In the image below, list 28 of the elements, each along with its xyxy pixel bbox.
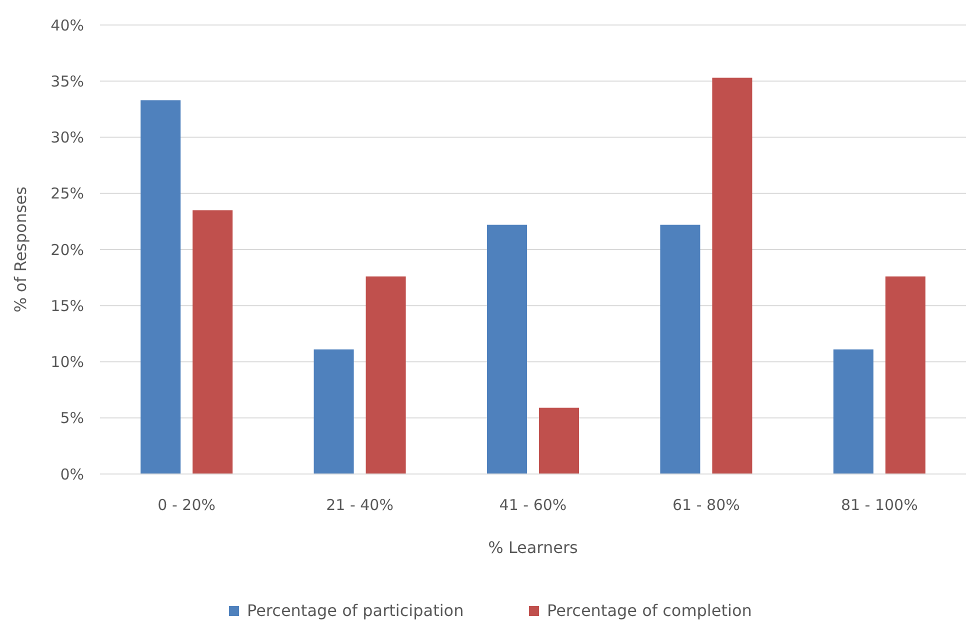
legend-label: Percentage of participation [247, 601, 464, 620]
x-tick-label: 81 - 100% [840, 496, 918, 514]
y-tick-label: 35% [50, 72, 84, 90]
y-tick-label: 0% [60, 465, 84, 484]
y-axis-title: % of Responses [11, 186, 30, 312]
x-tick-label: 41 - 60% [499, 496, 567, 514]
bar [314, 349, 354, 474]
legend-label: Percentage of completion [547, 601, 752, 620]
y-tick-label: 25% [50, 184, 84, 203]
bar [712, 78, 752, 474]
bar [487, 224, 527, 474]
x-axis-title: % Learners [488, 538, 578, 557]
y-tick-label: 10% [50, 353, 84, 371]
x-tick-label: 21 - 40% [326, 496, 394, 514]
bar [833, 349, 874, 474]
y-tick-label: 40% [50, 16, 84, 34]
y-tick-label: 5% [60, 409, 84, 428]
x-tick-label: 61 - 80% [672, 496, 740, 514]
bar [885, 276, 926, 474]
y-tick-label: 30% [50, 128, 84, 146]
y-tick-label: 15% [50, 296, 84, 315]
bar [366, 276, 406, 474]
y-tick-label: 20% [50, 240, 84, 259]
x-tick-label: 0 - 20% [158, 496, 216, 514]
bar [140, 100, 181, 474]
bar [539, 408, 579, 474]
bar [192, 210, 233, 474]
bar [660, 224, 700, 474]
